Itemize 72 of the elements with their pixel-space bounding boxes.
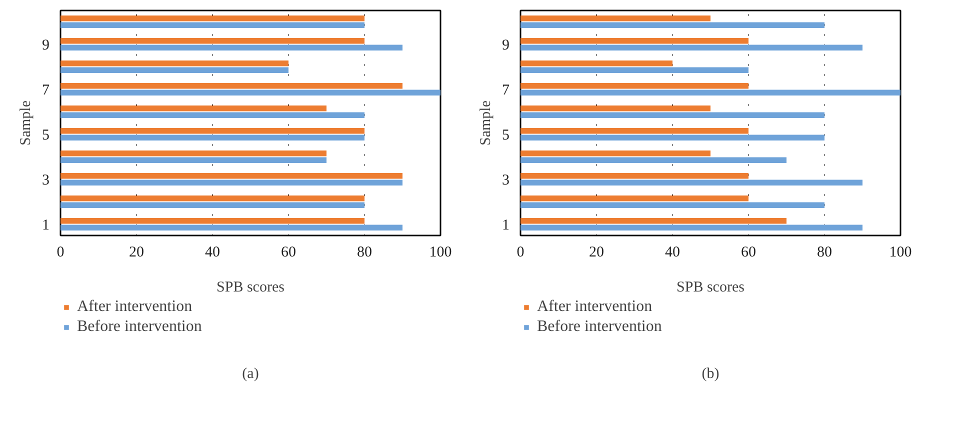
x-tick-label: 20 xyxy=(589,244,604,260)
bar xyxy=(520,150,710,156)
bar xyxy=(520,22,824,28)
x-tick-label: 80 xyxy=(817,244,832,260)
bar xyxy=(60,202,364,208)
x-tick-label: 0 xyxy=(56,244,64,260)
bar xyxy=(520,106,710,112)
bar xyxy=(60,106,326,112)
x-tick-label: 0 xyxy=(516,244,524,260)
x-tick-label: 60 xyxy=(281,244,296,260)
bar xyxy=(60,67,288,73)
bar xyxy=(60,38,364,44)
y-tick-label: 7 xyxy=(502,82,510,98)
y-tick-label: 9 xyxy=(502,37,510,54)
bar xyxy=(520,157,786,163)
legend-label: After intervention xyxy=(537,298,652,316)
y-tick-label: 5 xyxy=(502,127,510,144)
bar xyxy=(60,112,364,118)
x-tick-label: 40 xyxy=(205,244,220,260)
bar xyxy=(60,173,402,179)
x-tick-label: 40 xyxy=(665,244,680,260)
bar xyxy=(520,60,672,66)
legend-label: After intervention xyxy=(77,298,192,316)
bar xyxy=(520,196,748,202)
x-tick-label: 60 xyxy=(741,244,756,260)
bar xyxy=(520,180,862,186)
bar xyxy=(60,22,364,28)
bar xyxy=(60,218,364,224)
x-tick-label: 100 xyxy=(889,244,912,260)
x-tick-label: 20 xyxy=(129,244,144,260)
bar xyxy=(520,90,900,96)
bar xyxy=(520,218,786,224)
bar xyxy=(520,38,748,44)
bar xyxy=(520,128,748,134)
bar xyxy=(60,60,288,66)
text: (a) xyxy=(242,366,259,382)
y-axis-title: Sample xyxy=(478,100,494,146)
bar xyxy=(520,83,748,89)
bar xyxy=(60,224,402,230)
y-tick-label: 1 xyxy=(502,217,510,234)
bar xyxy=(520,16,710,22)
bar xyxy=(60,196,364,202)
bar xyxy=(520,173,748,179)
bar xyxy=(60,157,326,163)
y-tick-label: 1 xyxy=(42,217,50,234)
x-tick-label: 100 xyxy=(429,244,452,260)
bar xyxy=(520,202,824,208)
bar xyxy=(60,180,402,186)
bar xyxy=(60,90,440,96)
legend-label: Before intervention xyxy=(537,318,662,336)
x-axis-title: SPB scores xyxy=(216,280,285,296)
y-tick-label: 3 xyxy=(502,172,510,188)
y-tick-label: 3 xyxy=(42,172,50,188)
legend-label: Before intervention xyxy=(77,318,202,336)
bar xyxy=(520,44,862,50)
bar xyxy=(60,83,402,89)
bar xyxy=(520,112,824,118)
y-tick-label: 9 xyxy=(42,37,50,54)
x-tick-label: 80 xyxy=(357,244,372,260)
x-axis-title: SPB scores xyxy=(676,280,745,296)
y-tick-label: 5 xyxy=(42,127,50,144)
bar xyxy=(60,16,364,22)
y-tick-label: 7 xyxy=(42,82,50,98)
bar xyxy=(60,44,402,50)
bar xyxy=(60,134,364,140)
bar xyxy=(60,128,364,134)
bar xyxy=(520,224,862,230)
y-axis-title: Sample xyxy=(18,100,34,146)
text: (b) xyxy=(702,366,720,382)
bar xyxy=(60,150,326,156)
bar xyxy=(520,134,824,140)
bar xyxy=(520,67,748,73)
